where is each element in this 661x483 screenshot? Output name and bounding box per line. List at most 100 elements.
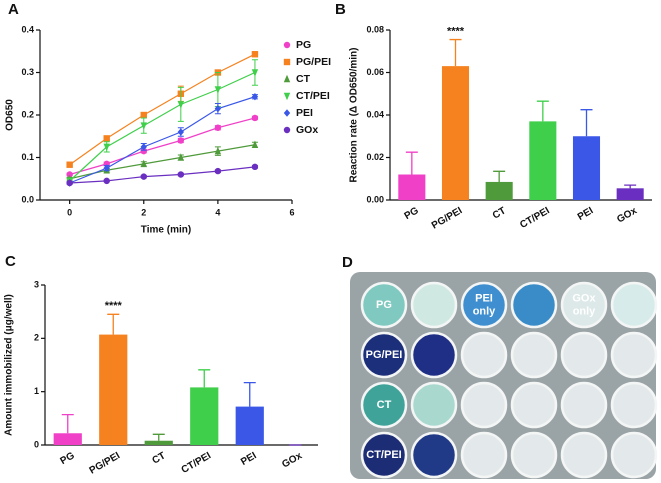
bar bbox=[144, 440, 173, 445]
y-tick-label: 0.02 bbox=[366, 152, 384, 162]
x-tick-label: 4 bbox=[215, 207, 220, 217]
panel-label: C bbox=[5, 253, 16, 270]
bar bbox=[235, 406, 264, 445]
error-bar bbox=[449, 38, 462, 67]
series-line bbox=[69, 166, 256, 184]
legend-marker bbox=[283, 41, 291, 49]
marker bbox=[177, 171, 185, 178]
series-line bbox=[69, 117, 256, 176]
bar bbox=[398, 174, 426, 200]
legend-label: CT bbox=[296, 73, 311, 85]
error-bar bbox=[624, 184, 637, 189]
y-tick-label: 2 bbox=[34, 333, 39, 343]
marker bbox=[103, 143, 110, 152]
error-bar bbox=[198, 369, 211, 388]
well-label: PEI bbox=[475, 292, 493, 304]
well bbox=[560, 431, 608, 479]
panel-label: A bbox=[8, 1, 19, 18]
marker bbox=[103, 177, 110, 185]
y-tick-label: 0.00 bbox=[366, 194, 384, 204]
legend-label: PEI bbox=[296, 107, 313, 119]
error-bar bbox=[107, 313, 120, 335]
marker bbox=[140, 122, 147, 130]
y-axis-label: Reaction rate (Δ OD650/min) bbox=[349, 48, 360, 183]
x-tick-label: PG bbox=[59, 450, 77, 467]
x-tick-label: PEI bbox=[576, 205, 596, 223]
marker bbox=[140, 159, 147, 168]
error-bar bbox=[493, 170, 506, 182]
well bbox=[510, 281, 558, 329]
y-tick-label: 0.04 bbox=[366, 109, 384, 119]
marker bbox=[251, 69, 259, 77]
legend-label: GOx bbox=[296, 124, 318, 136]
marker bbox=[251, 140, 259, 148]
y-tick-label: 0.2 bbox=[21, 109, 34, 119]
marker bbox=[177, 101, 185, 109]
well-label: only bbox=[573, 305, 596, 317]
well bbox=[360, 281, 408, 329]
x-tick-label: 0 bbox=[67, 207, 72, 217]
well bbox=[360, 431, 408, 479]
legend-marker bbox=[283, 92, 291, 101]
well bbox=[510, 431, 558, 479]
bar bbox=[485, 181, 513, 200]
x-tick-label: 2 bbox=[141, 207, 146, 217]
x-tick-label: CT bbox=[151, 450, 168, 466]
well bbox=[460, 381, 508, 429]
marker bbox=[103, 164, 110, 172]
error-bar bbox=[243, 381, 256, 407]
marker bbox=[177, 153, 185, 161]
well bbox=[560, 281, 608, 329]
marker bbox=[214, 167, 222, 175]
y-tick-label: 3 bbox=[34, 279, 39, 289]
y-tick-label: 0.0 bbox=[21, 194, 34, 204]
bar bbox=[190, 387, 219, 445]
marker bbox=[214, 104, 222, 113]
well bbox=[410, 281, 458, 329]
legend-marker bbox=[283, 74, 291, 83]
well bbox=[610, 281, 658, 329]
marker bbox=[251, 163, 259, 171]
bar bbox=[616, 188, 644, 200]
legend-label: PG/PEI bbox=[296, 56, 331, 68]
well-label: PG/PEI bbox=[366, 349, 403, 361]
marker bbox=[177, 128, 185, 136]
well-label: PG bbox=[376, 299, 392, 311]
x-tick-label: PG/PEI bbox=[430, 205, 465, 231]
marker bbox=[140, 111, 147, 119]
y-tick-label: 0.1 bbox=[21, 152, 34, 162]
series-line bbox=[69, 71, 256, 182]
well-label: CT bbox=[377, 399, 392, 411]
panel-label: D bbox=[342, 254, 353, 271]
well bbox=[460, 431, 508, 479]
error-bar bbox=[536, 100, 549, 122]
well-label: CT/PEI bbox=[366, 449, 401, 461]
series-line bbox=[69, 53, 256, 166]
x-axis-label: Time (min) bbox=[141, 225, 191, 236]
well bbox=[560, 381, 608, 429]
annotation: **** bbox=[447, 25, 465, 37]
marker bbox=[177, 137, 185, 144]
y-tick-label: 0.08 bbox=[366, 24, 384, 34]
bar bbox=[529, 121, 557, 200]
well bbox=[410, 431, 458, 479]
marker bbox=[214, 124, 222, 131]
bar bbox=[441, 66, 470, 200]
x-tick-label: PEI bbox=[239, 450, 259, 468]
x-tick-label: 6 bbox=[289, 207, 294, 217]
marker bbox=[251, 51, 259, 58]
marker bbox=[66, 161, 73, 168]
x-tick-label: CT bbox=[491, 205, 508, 221]
well bbox=[560, 331, 608, 379]
marker bbox=[66, 171, 73, 178]
y-tick-label: 0 bbox=[34, 439, 39, 449]
well bbox=[410, 331, 458, 379]
well-label: GOx bbox=[572, 292, 596, 304]
marker bbox=[66, 179, 73, 187]
x-tick-label: GOx bbox=[615, 205, 639, 225]
marker bbox=[214, 86, 222, 94]
legend-marker bbox=[283, 126, 291, 134]
error-bar bbox=[61, 413, 74, 434]
legend-marker bbox=[283, 58, 291, 66]
